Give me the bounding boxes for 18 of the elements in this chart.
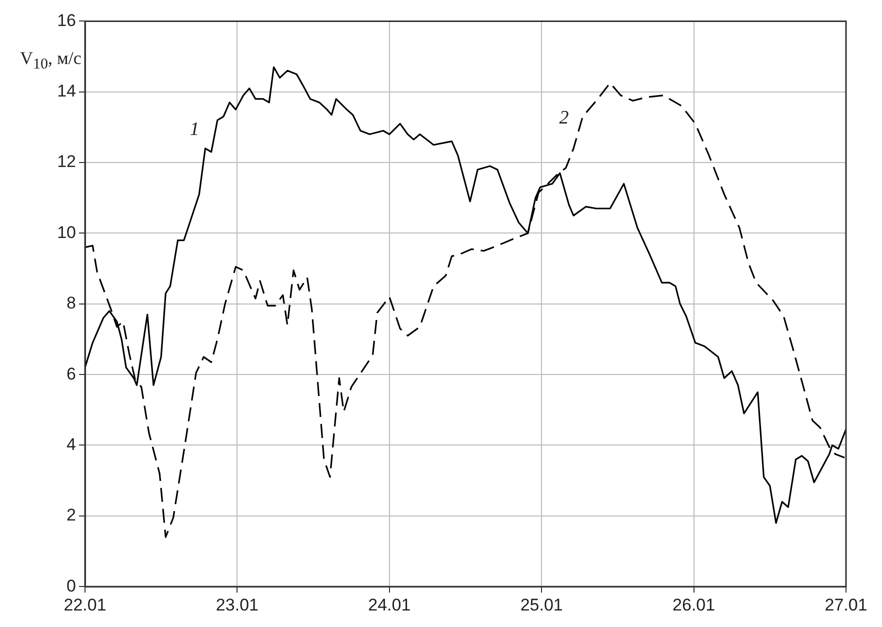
series-label: 1: [190, 118, 200, 140]
x-tick-label: 26.01: [672, 595, 716, 614]
y-axis-title: V$_{10}$, м/с: [20, 48, 82, 74]
y-tick-label: 2: [66, 506, 76, 525]
y-tick-label: 14: [57, 82, 76, 101]
y-tick-label: 12: [57, 152, 76, 172]
x-tick-label: 23.01: [216, 595, 258, 614]
x-tick-label: 27.01: [824, 595, 868, 614]
y-tick-label: 0: [66, 576, 76, 596]
series-label: 2: [559, 108, 570, 129]
y-tick-label: 10: [57, 222, 76, 242]
x-tick-label: 25.01: [520, 595, 563, 614]
x-tick-label: 22.01: [64, 595, 106, 614]
y-tick-label: 6: [66, 364, 76, 384]
y-tick-label: 8: [66, 294, 76, 313]
y-tick-label: 4: [66, 434, 76, 454]
x-tick-label: 24.01: [368, 595, 411, 614]
y-tick-label: 16: [57, 10, 76, 30]
